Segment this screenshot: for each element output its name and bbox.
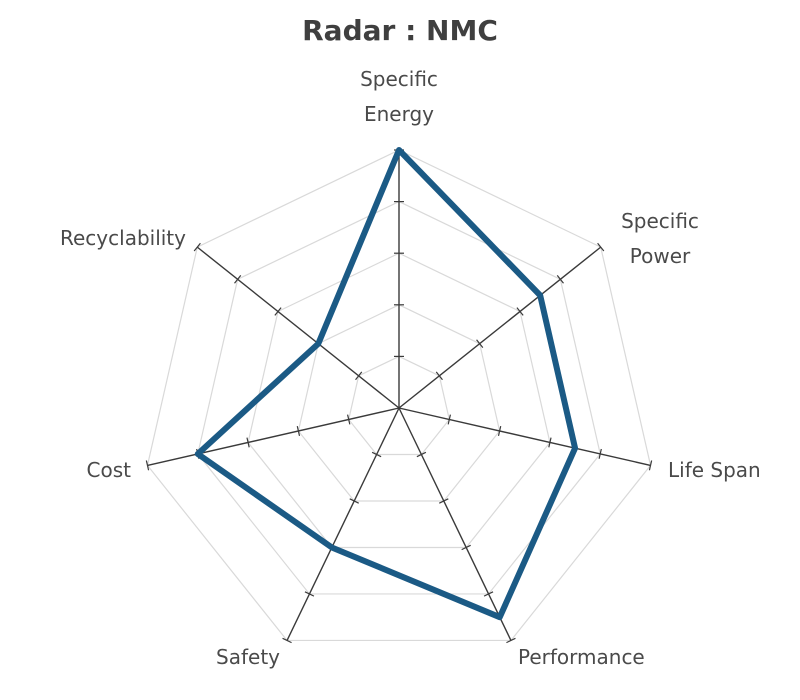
axis-tick <box>234 275 242 284</box>
radar-grid <box>146 149 652 642</box>
axis-tick <box>516 307 524 316</box>
axis-tick <box>145 460 150 471</box>
axis-tick <box>483 591 494 597</box>
axis-label-2: Life Span <box>668 458 761 482</box>
axis-tick <box>548 437 552 448</box>
axis-tick <box>274 307 282 316</box>
axis-label-3: Performance <box>518 645 645 669</box>
grid-ring-2 <box>297 304 501 502</box>
axis-labels: Specific Energy Specific Power Life Span Perf… <box>60 67 761 669</box>
axis-label-0: Specific Energy <box>360 67 438 126</box>
axis-tick <box>349 498 359 504</box>
axis-tick <box>435 371 443 381</box>
axis-tick <box>497 425 502 436</box>
axis-tick <box>304 591 315 597</box>
axis-label-4: Safety <box>216 645 280 669</box>
axis-label-line: Specific <box>621 209 699 233</box>
grid-ring-3 <box>247 252 551 549</box>
axis-tick <box>296 425 301 436</box>
axis-label-line: Safety <box>216 645 280 669</box>
series-line-0 <box>194 147 579 621</box>
axis-line-6 <box>196 246 400 409</box>
axis-line-1 <box>398 246 602 409</box>
axis-tick <box>597 242 605 252</box>
axis-label-5: Cost <box>87 458 132 482</box>
axis-tick <box>648 460 653 471</box>
grid-ring-4 <box>197 200 601 595</box>
axis-label-line: Cost <box>87 458 132 482</box>
axis-tick <box>598 448 602 459</box>
grid-ring-1 <box>348 355 450 456</box>
radar-axes <box>145 149 653 644</box>
axis-line-2 <box>398 407 651 467</box>
axis-label-6: Recyclability <box>60 226 186 250</box>
axis-tick <box>193 242 201 252</box>
axis-label-1: Specific Power <box>621 209 699 268</box>
grid-ring-5 <box>146 149 652 642</box>
axis-tick <box>371 451 382 458</box>
axis-tick <box>447 414 452 425</box>
axis-line-5 <box>147 407 400 467</box>
axis-label-line: Power <box>630 244 691 268</box>
chart-title: Radar : NMC <box>302 14 498 47</box>
axis-label-line: Energy <box>364 102 434 126</box>
radar-series <box>194 147 579 621</box>
axis-line-4 <box>286 407 400 641</box>
axis-tick <box>461 544 471 551</box>
axis-label-line: Specific <box>360 67 438 91</box>
axis-label-line: Recyclability <box>60 226 186 250</box>
axis-tick <box>506 637 516 644</box>
axis-tick <box>476 339 484 348</box>
axis-tick <box>439 498 449 504</box>
axis-line-3 <box>398 407 512 641</box>
axis-tick <box>346 414 351 425</box>
axis-tick <box>246 437 250 448</box>
axis-tick <box>416 451 427 458</box>
axis-tick <box>282 637 292 644</box>
axis-label-line: Performance <box>518 645 645 669</box>
axis-tick <box>355 371 363 381</box>
axis-label-line: Life Span <box>668 458 761 482</box>
axis-tick <box>556 275 564 284</box>
